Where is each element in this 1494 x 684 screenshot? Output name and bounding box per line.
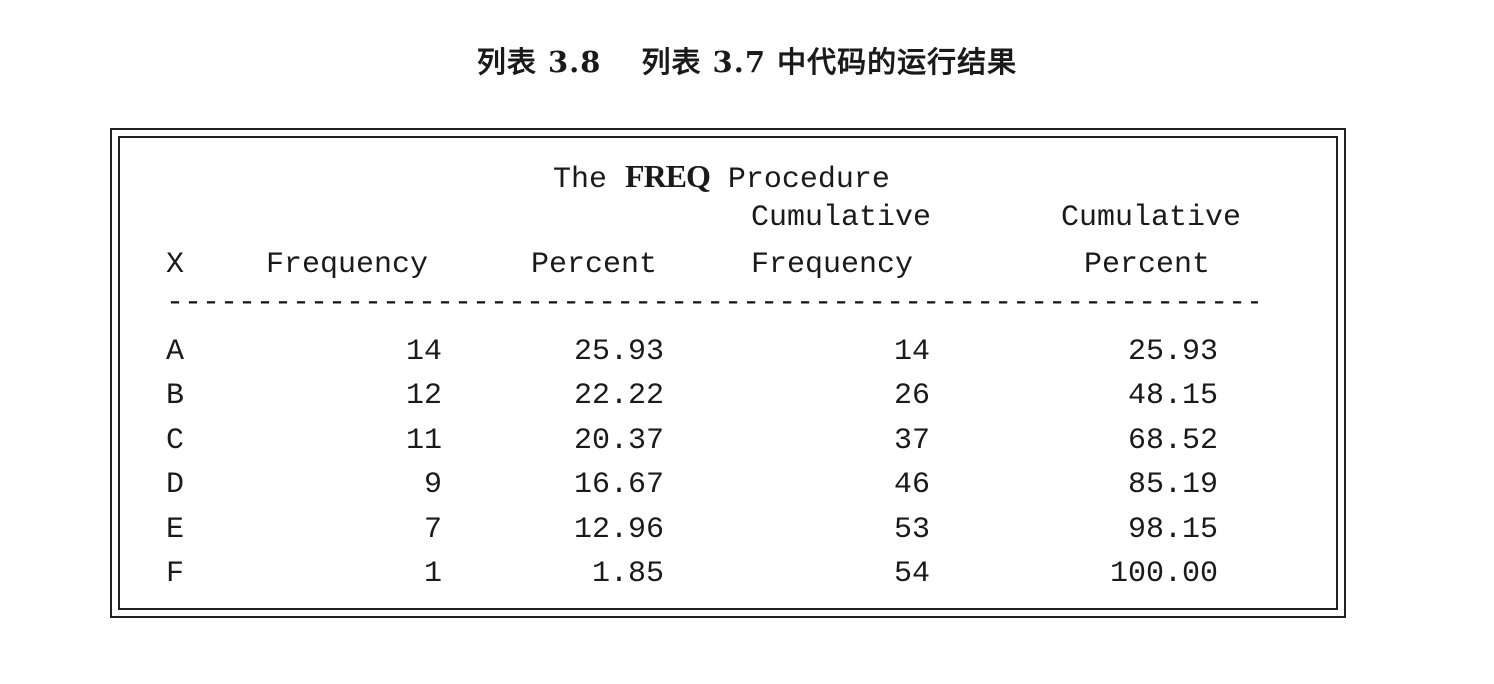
- cell-cumulative-frequency: 14: [893, 335, 930, 369]
- cell-cumulative-percent: 68.52: [1127, 424, 1218, 458]
- cell-cumulative-percent: 100.00: [1109, 557, 1218, 591]
- output-frame: [110, 128, 1346, 618]
- caption-listing-title: 列表 3.7 中代码的运行结果: [641, 45, 1018, 79]
- output-frame-inner: [118, 136, 1338, 610]
- cell-cumulative-percent: 85.19: [1127, 468, 1218, 502]
- cell-cumulative-frequency: 46: [893, 468, 930, 502]
- cell-percent: 25.93: [573, 335, 664, 369]
- cell-frequency: 9: [423, 468, 442, 502]
- header-cumulative-percent-line2: Percent: [1084, 248, 1211, 282]
- cell-frequency: 12: [405, 379, 442, 413]
- header-x: X: [166, 248, 185, 282]
- cell-x: E: [166, 513, 185, 547]
- cell-frequency: 14: [405, 335, 442, 369]
- header-cumulative-percent-line1: Cumulative: [1061, 201, 1242, 235]
- procedure-title-suffix: Procedure: [709, 163, 890, 197]
- cell-cumulative-percent: 48.15: [1127, 379, 1218, 413]
- procedure-title-prefix: The: [553, 163, 626, 197]
- cell-cumulative-frequency: 53: [893, 513, 930, 547]
- procedure-title: The FREQ Procedure: [553, 160, 890, 195]
- cell-percent: 1.85: [591, 557, 664, 591]
- cell-frequency: 1: [423, 557, 442, 591]
- header-separator: ----------------------------------------…: [166, 288, 1258, 318]
- cell-percent: 20.37: [573, 424, 664, 458]
- cell-frequency: 11: [405, 424, 442, 458]
- cell-x: C: [166, 424, 185, 458]
- cell-frequency: 7: [423, 513, 442, 547]
- cell-cumulative-percent: 98.15: [1127, 513, 1218, 547]
- header-cumulative-frequency-line1: Cumulative: [751, 201, 932, 235]
- cell-x: B: [166, 379, 185, 413]
- caption-listing-number: 列表 3.8: [476, 45, 602, 79]
- cell-percent: 22.22: [573, 379, 664, 413]
- cell-x: F: [166, 557, 185, 591]
- cell-x: D: [166, 468, 185, 502]
- listing-caption: 列表 3.8 列表 3.7 中代码的运行结果: [0, 48, 1494, 77]
- cell-cumulative-frequency: 54: [893, 557, 930, 591]
- header-frequency: Frequency: [266, 248, 429, 282]
- header-percent: Percent: [531, 248, 658, 282]
- header-cumulative-frequency-line2: Frequency: [751, 248, 914, 282]
- cell-cumulative-percent: 25.93: [1127, 335, 1218, 369]
- cell-cumulative-frequency: 26: [893, 379, 930, 413]
- cell-percent: 12.96: [573, 513, 664, 547]
- cell-x: A: [166, 335, 185, 369]
- cell-percent: 16.67: [573, 468, 664, 502]
- cell-cumulative-frequency: 37: [893, 424, 930, 458]
- procedure-title-name: FREQ: [625, 158, 711, 194]
